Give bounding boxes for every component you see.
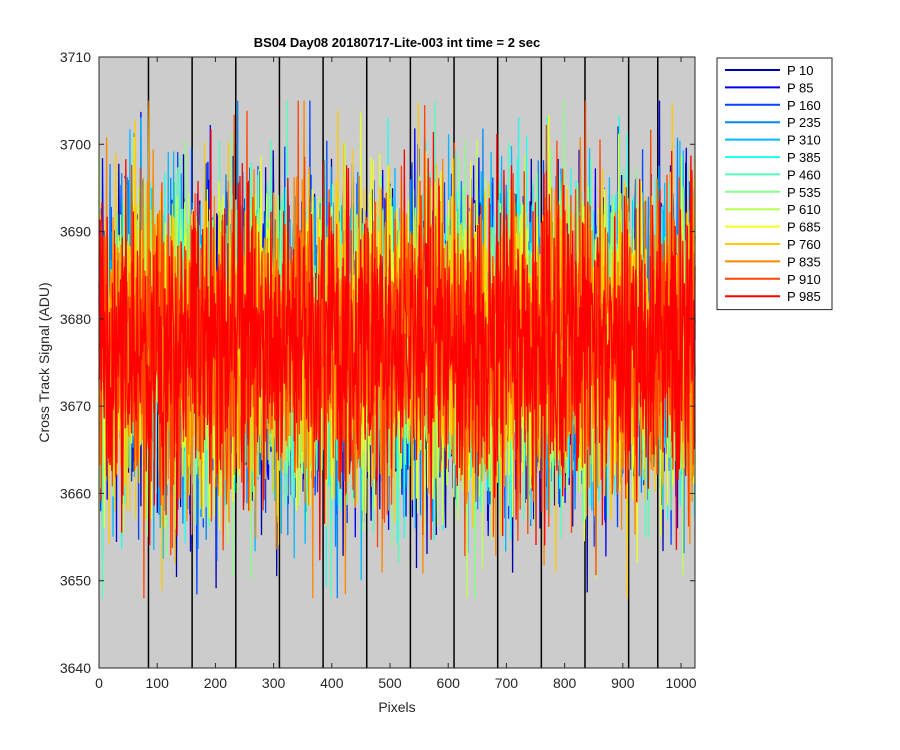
legend-label: P 85 [787, 80, 814, 95]
plot-frame [98, 56, 696, 669]
legend-label: P 310 [787, 133, 821, 148]
x-tick-label: 200 [204, 675, 228, 691]
legend-label: P 535 [787, 185, 821, 200]
x-tick-label: 0 [95, 675, 103, 691]
legend-label: P 235 [787, 115, 821, 130]
legend-label: P 385 [787, 150, 821, 165]
chart-title: BS04 Day08 20180717-Lite-003 int time = … [254, 35, 541, 50]
y-tick-label: 3670 [60, 398, 91, 414]
y-tick-label: 3690 [60, 224, 91, 240]
legend-box [716, 57, 833, 311]
legend-label: P 610 [787, 202, 821, 217]
y-tick-label: 3680 [60, 311, 91, 327]
x-tick-label: 600 [437, 675, 461, 691]
series-lines [98, 100, 696, 599]
y-axis-ticks: 3640 3650 3660 3670 3680 3690 3700 3710 [60, 49, 695, 676]
legend-label: P 160 [787, 98, 821, 113]
x-tick-label: 800 [553, 675, 577, 691]
y-tick-label: 3650 [60, 573, 91, 589]
x-tick-label: 400 [320, 675, 344, 691]
legend-label: P 685 [787, 220, 821, 235]
x-tick-label: 500 [378, 675, 402, 691]
legend-label: P 910 [787, 272, 821, 287]
y-tick-label: 3640 [60, 660, 91, 676]
x-tick-label: 100 [146, 675, 170, 691]
legend-label: P 460 [787, 167, 821, 182]
x-tick-label: 300 [262, 675, 286, 691]
series-line-p985 [98, 129, 696, 561]
legend[interactable]: P 10 P 85 P 160 P 235 P 310 P 385 P 460 P 535 P … [716, 57, 833, 311]
x-tick-label: 1000 [665, 675, 696, 691]
x-tick-label: 700 [495, 675, 519, 691]
y-tick-label: 3700 [60, 136, 91, 152]
y-axis-label: Cross Track Signal (ADU) [36, 282, 52, 442]
y-tick-label: 3660 [60, 485, 91, 501]
x-tick-label: 900 [611, 675, 635, 691]
legend-label: P 835 [787, 254, 821, 269]
x-axis-label: Pixels [378, 699, 415, 715]
legend-label: P 760 [787, 237, 821, 252]
legend-label: P 985 [787, 289, 821, 304]
y-tick-label: 3710 [60, 49, 91, 65]
legend-label: P 10 [787, 63, 814, 78]
x-axis-ticks: 0 100 200 300 400 500 600 700 800 900 1000 [95, 57, 697, 691]
